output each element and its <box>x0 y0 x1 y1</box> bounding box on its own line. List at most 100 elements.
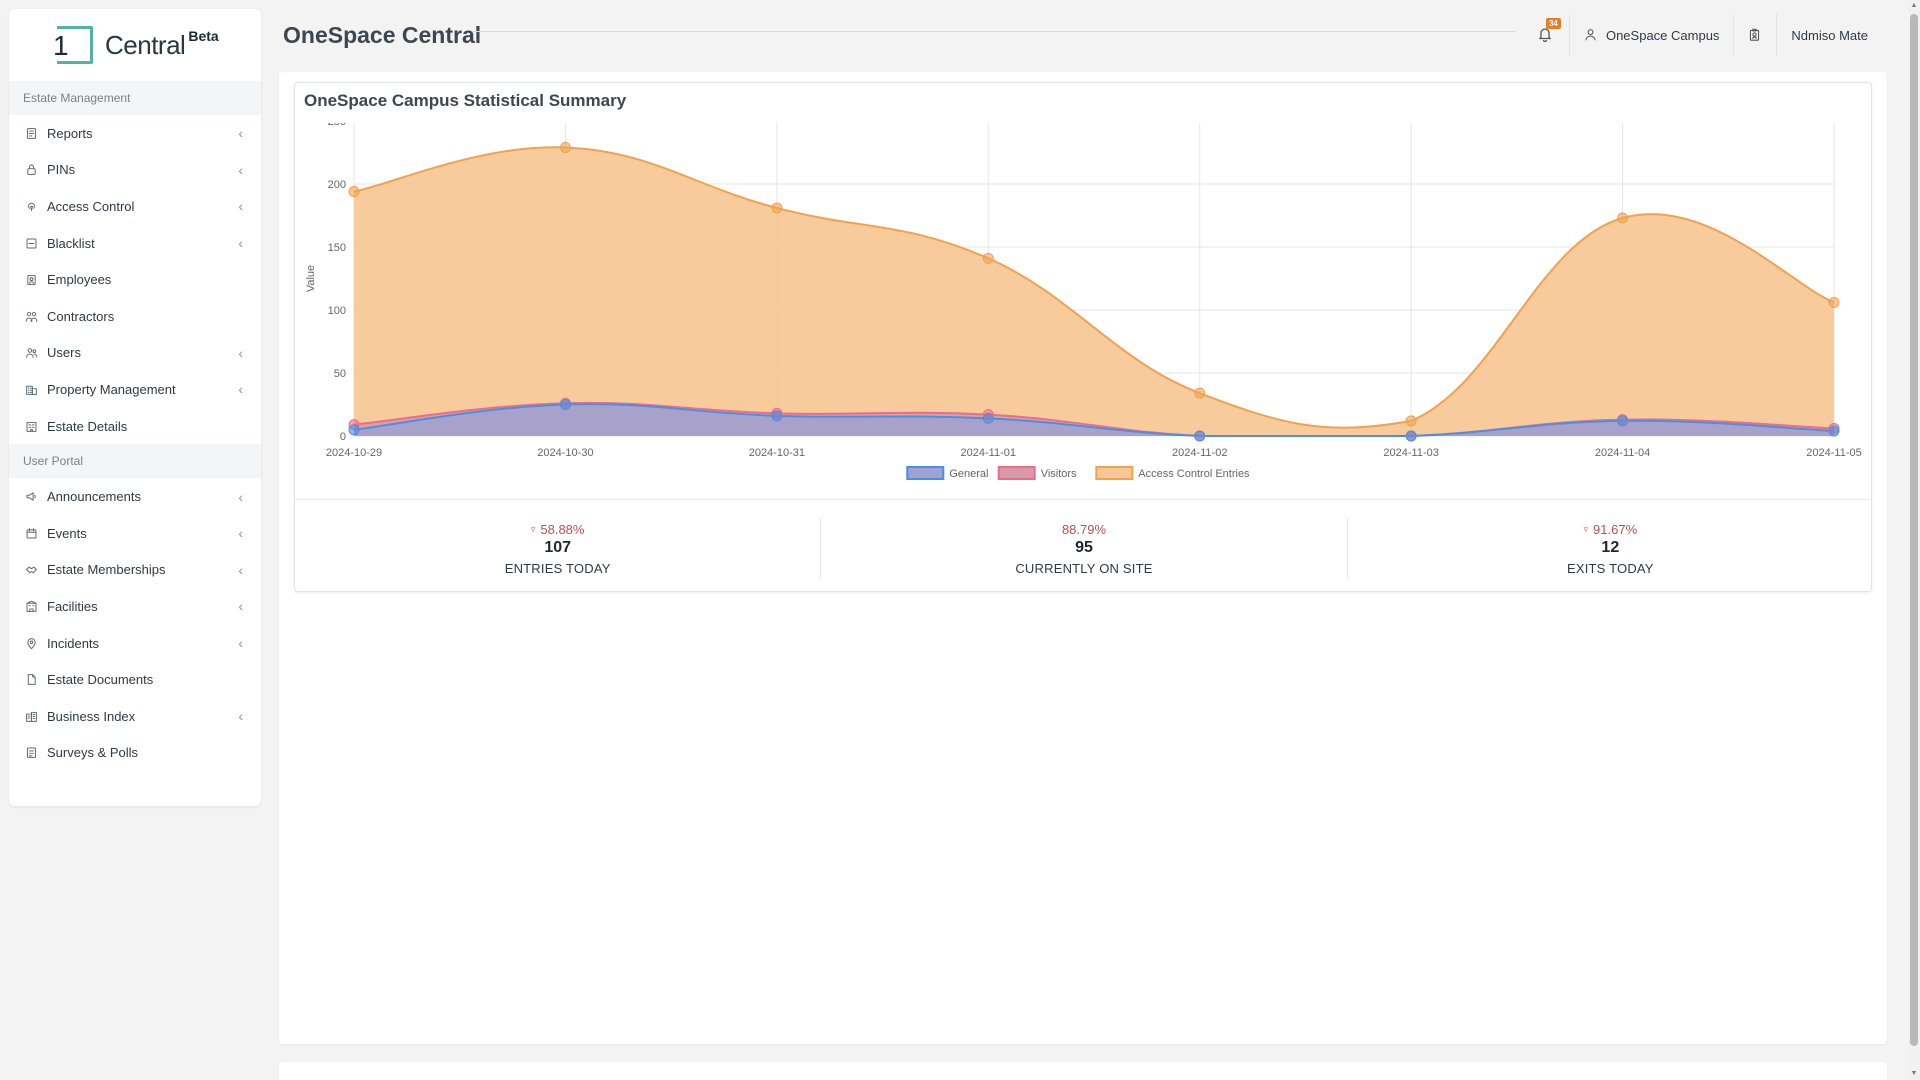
sidebar-item-label: Users <box>47 345 81 361</box>
sidebar-item-label: Facilities <box>47 598 98 614</box>
id-button[interactable] <box>1733 14 1776 56</box>
fingerprint-icon <box>24 199 38 213</box>
data-point <box>1828 296 1840 308</box>
scrollbar-thumb[interactable] <box>1910 14 1918 1046</box>
chevron-left-icon: ‹ <box>238 488 243 505</box>
data-point <box>1617 415 1629 427</box>
stat-label: CURRENTLY ON SITE <box>1015 560 1153 576</box>
estate-selector[interactable]: OneSpace Campus <box>1568 14 1733 56</box>
chart-container: 0 50 100 150 200 250 2024-10-29 2024-10-30 2024-… <box>295 116 1873 535</box>
sidebar-item-estate-details[interactable]: Estate Details <box>9 408 261 445</box>
header-toolbar: 34 OneSpace Campus Ndmiso Mate <box>1523 14 1882 56</box>
page-scrollbar[interactable]: ▲ ▼ <box>1908 0 1920 1080</box>
stat-currently-on-site: 88.79% 95 CURRENTLY ON SITE <box>820 518 1346 579</box>
data-point <box>1405 415 1417 427</box>
sidebar-item-facilities[interactable]: Facilities ‹ <box>9 588 261 625</box>
sidebar-item-incidents[interactable]: Incidents ‹ <box>9 625 261 662</box>
statistical-summary-card: OneSpace Campus Statistical Summary 0 50 1… <box>294 82 1873 593</box>
sidebar-item-blacklist[interactable]: Blacklist ‹ <box>9 225 261 262</box>
data-point <box>1828 425 1840 437</box>
series-area <box>354 404 1834 436</box>
card-title: OneSpace Campus Statistical Summary <box>304 91 627 110</box>
stat-percent-value: 91.67% <box>1593 521 1638 537</box>
data-point <box>771 410 783 422</box>
notification-badge: 34 <box>1545 18 1561 29</box>
y-tick-label: 200 <box>328 179 346 191</box>
sidebar-item-contractors[interactable]: Contractors <box>9 298 261 335</box>
chevron-left-icon: ‹ <box>238 598 243 615</box>
sidebar-item-property-management[interactable]: Property Management ‹ <box>9 371 261 408</box>
page-title: OneSpace Central <box>283 22 482 48</box>
chevron-left-icon: ‹ <box>238 381 243 398</box>
sidebar-item-label: Events <box>47 525 87 541</box>
y-tick-label: 0 <box>340 431 346 443</box>
x-tick-label: 2024-11-02 <box>1172 447 1227 459</box>
sidebar-item-reports[interactable]: Reports ‹ <box>9 115 261 152</box>
sidebar-item-estate-memberships[interactable]: Estate Memberships ‹ <box>9 552 261 589</box>
sidebar-item-pins[interactable]: PINs ‹ <box>9 152 261 189</box>
data-point <box>771 202 783 214</box>
y-tick-label: 250 <box>328 123 346 128</box>
building-icon <box>24 382 38 396</box>
sidebar-item-label: Blacklist <box>47 235 95 251</box>
sidebar-item-users[interactable]: Users ‹ <box>9 335 261 372</box>
stat-percent: ▿ 58.88% <box>531 522 585 537</box>
chevron-left-icon: ‹ <box>238 708 243 725</box>
data-point <box>1194 387 1206 399</box>
handshake-icon <box>24 563 38 577</box>
data-point <box>1405 430 1417 442</box>
user-name: Ndmiso Mate <box>1791 27 1868 43</box>
trend-down-icon: ▿ <box>1583 523 1589 534</box>
id-badge-icon <box>24 273 38 287</box>
chevron-left-icon: ‹ <box>238 344 243 361</box>
sidebar-item-access-control[interactable]: Access Control ‹ <box>9 188 261 225</box>
notifications-button[interactable]: 34 <box>1523 14 1569 56</box>
users-icon <box>24 346 38 360</box>
series-line <box>353 146 1835 429</box>
bell-icon: 34 <box>1537 18 1561 44</box>
sidebar-item-events[interactable]: Events ‹ <box>9 515 261 552</box>
data-point <box>559 399 571 410</box>
sidebar-item-label: Access Control <box>47 198 135 214</box>
legend-label: Visitors <box>1041 468 1077 480</box>
sidebar: 1 Central Beta Estate Management Reports ‹… <box>9 9 261 806</box>
chevron-left-icon: ‹ <box>238 161 243 178</box>
sidebar-section-label: User Portal <box>9 444 261 479</box>
sidebar-item-announcements[interactable]: Announcements ‹ <box>9 478 261 515</box>
sidebar-item-surveys-and-polls[interactable]: Surveys & Polls <box>9 735 261 772</box>
megaphone-icon <box>24 490 38 504</box>
sidebar-nav: Estate Management Reports ‹ PINs ‹ Access Con… <box>9 81 261 771</box>
sidebar-item-label: PINs <box>47 162 76 178</box>
stats-row: ▿ 58.88% 107 ENTRIES TODAY 88.79% 95 CURR… <box>295 499 1873 593</box>
logo-mark: 1 <box>51 24 99 66</box>
beta-label: Beta <box>188 28 219 44</box>
sidebar-item-label: Incidents <box>47 635 100 651</box>
sidebar-item-label: Estate Memberships <box>47 562 166 578</box>
stat-percent-value: 88.79% <box>1061 521 1107 537</box>
document-icon <box>24 673 38 687</box>
app-logo[interactable]: 1 Central Beta <box>9 9 261 81</box>
scroll-up-icon[interactable]: ▲ <box>1910 2 1918 9</box>
series-line <box>353 401 1835 438</box>
sidebar-item-label: Property Management <box>47 381 176 397</box>
chevron-left-icon: ‹ <box>238 635 243 652</box>
sidebar-item-label: Announcements <box>47 489 141 505</box>
scroll-down-icon[interactable]: ▼ <box>1910 1070 1918 1077</box>
sidebar-item-estate-documents[interactable]: Estate Documents <box>9 661 261 698</box>
series-line <box>353 403 1835 438</box>
y-tick-label: 150 <box>328 242 346 254</box>
sidebar-item-business-index[interactable]: Business Index ‹ <box>9 698 261 735</box>
stat-value: 107 <box>544 538 572 556</box>
data-point <box>348 186 360 198</box>
survey-icon <box>24 746 38 760</box>
user-menu[interactable]: Ndmiso Mate <box>1776 14 1882 56</box>
chevron-left-icon: ‹ <box>238 561 243 578</box>
logo-text: Central <box>105 29 186 60</box>
y-axis-label: Value <box>305 265 317 292</box>
x-tick-label: 2024-10-31 <box>749 447 805 459</box>
legend-swatch <box>906 466 945 480</box>
stat-value: 95 <box>1075 538 1093 556</box>
sidebar-item-employees[interactable]: Employees <box>9 261 261 298</box>
x-tick-label: 2024-10-29 <box>326 447 382 459</box>
chevron-left-icon: ‹ <box>238 198 243 215</box>
